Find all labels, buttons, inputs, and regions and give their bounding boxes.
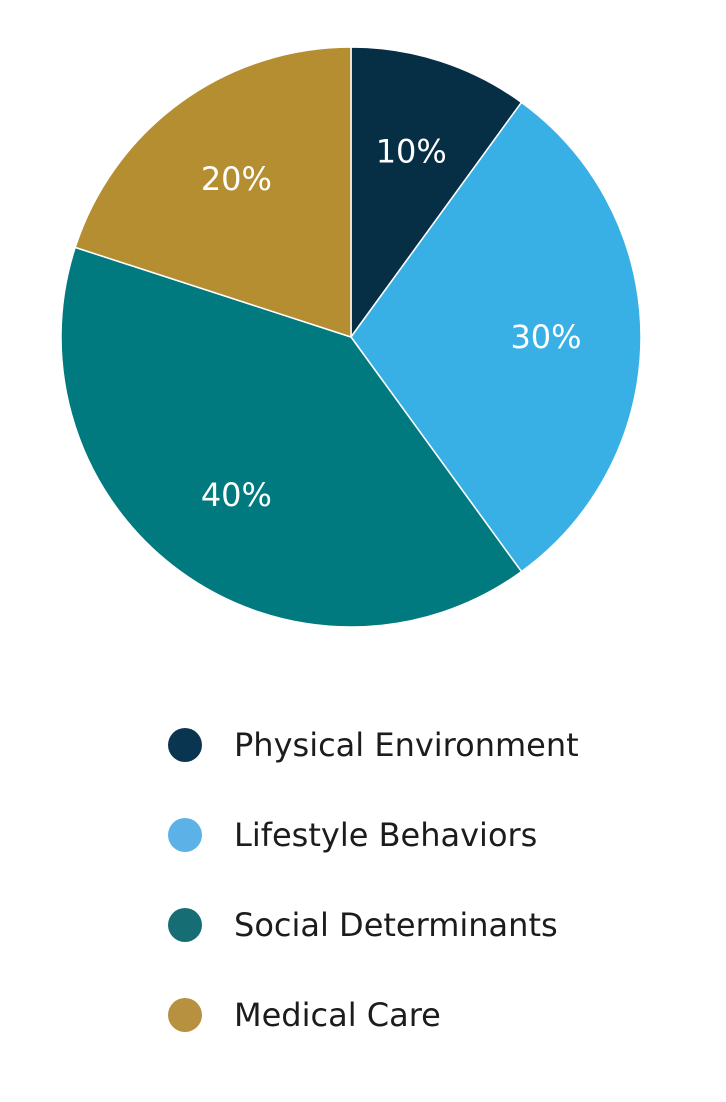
pie-slice-medical-care bbox=[74, 46, 352, 338]
pie-slice-social-determinants bbox=[60, 246, 523, 628]
legend-label: Medical Care bbox=[234, 996, 441, 1034]
pie-slices bbox=[60, 46, 642, 628]
legend-label: Social Determinants bbox=[234, 906, 558, 944]
pie-slice-physical-environment bbox=[350, 46, 523, 338]
legend-item-social-determinants: Social Determinants bbox=[168, 880, 688, 970]
legend-swatch bbox=[168, 908, 202, 942]
chart-legend: Physical Environment Lifestyle Behaviors… bbox=[168, 700, 688, 1060]
legend-swatch bbox=[168, 998, 202, 1032]
legend-item-medical-care: Medical Care bbox=[168, 970, 688, 1060]
pie-slice-lifestyle-behaviors bbox=[350, 101, 642, 573]
data-label-social-determinants: 40% bbox=[201, 476, 272, 514]
pie-data-labels: 10% 30% 40% 20% bbox=[201, 133, 582, 514]
legend-item-lifestyle-behaviors: Lifestyle Behaviors bbox=[168, 790, 688, 880]
legend-item-physical-environment: Physical Environment bbox=[168, 700, 688, 790]
legend-label: Physical Environment bbox=[234, 726, 579, 764]
data-label-medical-care: 20% bbox=[201, 160, 272, 198]
legend-swatch bbox=[168, 818, 202, 852]
data-label-physical-environment: 10% bbox=[376, 133, 447, 171]
pie-chart: 10% 30% 40% 20% bbox=[60, 46, 642, 628]
legend-label: Lifestyle Behaviors bbox=[234, 816, 538, 854]
data-label-lifestyle-behaviors: 30% bbox=[510, 318, 581, 356]
legend-swatch bbox=[168, 728, 202, 762]
